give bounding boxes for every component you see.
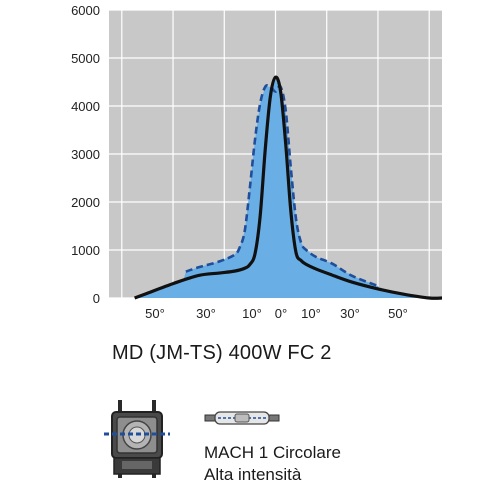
x-tick-label: 50° xyxy=(388,306,408,321)
x-tick-label: 30° xyxy=(196,306,216,321)
chart-caption: MD (JM-TS) 400W FC 2 xyxy=(112,342,332,364)
y-tick-label: 6000 xyxy=(71,3,100,18)
y-tick-label: 4000 xyxy=(71,99,100,114)
x-tick-label: 50° xyxy=(145,306,165,321)
product-subtitle: Alta intensità xyxy=(204,465,302,484)
x-tick-label: 10° xyxy=(301,306,321,321)
y-tick-label: 5000 xyxy=(71,51,100,66)
product-name: MACH 1 Circolare xyxy=(204,443,341,462)
y-tick-labels: 0 1000 2000 3000 4000 5000 6000 xyxy=(71,3,100,306)
photometric-chart: 0 1000 2000 3000 4000 5000 6000 50° 30° 10° 0° 10°… xyxy=(71,3,443,321)
x-tick-labels: 50° 30° 10° 0° 10° 30° 50° xyxy=(145,306,408,321)
lamp-bulb-icon xyxy=(204,411,280,425)
solid-series-line xyxy=(134,75,443,300)
y-tick-label: 1000 xyxy=(71,243,100,258)
product-description: MACH 1 Circolare Alta intensità xyxy=(204,442,341,486)
y-tick-label: 0 xyxy=(93,291,100,306)
floodlight-fixture-icon xyxy=(104,400,170,478)
x-tick-label: 30° xyxy=(340,306,360,321)
y-tick-label: 2000 xyxy=(71,195,100,210)
y-tick-label: 3000 xyxy=(71,147,100,162)
x-tick-label: 10° xyxy=(242,306,262,321)
x-tick-label: 0° xyxy=(275,306,287,321)
